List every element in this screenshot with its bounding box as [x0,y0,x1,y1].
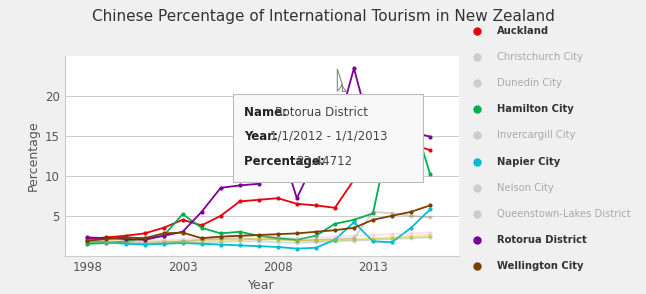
Text: Christchurch City: Christchurch City [497,52,583,62]
Text: Dunedin City: Dunedin City [497,78,561,88]
Text: 1/1/2012 - 1/1/2013: 1/1/2012 - 1/1/2013 [270,130,388,143]
Text: Queenstown-Lakes District: Queenstown-Lakes District [497,209,630,219]
Text: Nelson City: Nelson City [497,183,553,193]
Text: Wellington City: Wellington City [497,261,583,271]
Text: Percentage:: Percentage: [244,155,329,168]
Text: 23.44712: 23.44712 [296,155,352,168]
X-axis label: Year: Year [248,279,275,292]
Text: Auckland: Auckland [497,26,548,36]
Text: Name:: Name: [244,106,291,119]
Text: Chinese Percentage of International Tourism in New Zealand: Chinese Percentage of International Tour… [92,9,554,24]
Text: Hamilton City: Hamilton City [497,104,573,114]
Text: Invercargill City: Invercargill City [497,131,575,141]
Text: Year:: Year: [244,130,282,143]
Text: Rotorua District: Rotorua District [275,106,368,119]
Polygon shape [337,69,346,91]
Y-axis label: Percentage: Percentage [26,121,39,191]
Text: Napier City: Napier City [497,156,560,166]
Text: Rotorua District: Rotorua District [497,235,587,245]
